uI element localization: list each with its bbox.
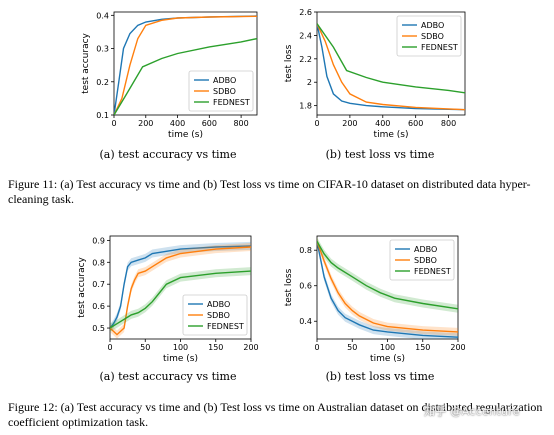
watermark: 知乎 @Accenture	[424, 405, 520, 418]
x-tick-label: 0	[107, 343, 112, 352]
chart-1: 0 200 400 600 800 0.1 0.2 0.3 0.4 time (s) test ac…	[81, 11, 258, 140]
legend: ADBO SDBO FEDNEST	[188, 70, 254, 112]
series-band-fednest	[317, 237, 458, 313]
series-line-sdbo	[114, 15, 257, 115]
x-tick-label: 200	[450, 343, 465, 352]
series-line-fednest	[110, 270, 251, 329]
series-band-sdbo	[110, 243, 251, 339]
x-tick-label: 50	[347, 343, 357, 352]
x-axis-label: time (s)	[374, 130, 409, 140]
x-tick-label: 200	[243, 343, 258, 352]
x-tick-label: 800	[441, 119, 456, 128]
y-tick-label: 0.8	[299, 246, 312, 255]
y-tick-label: 0.9	[92, 236, 105, 245]
x-tick-label: 800	[233, 119, 248, 128]
y-axis-label: test accuracy	[77, 256, 87, 317]
chart-4: 0 50 100 150 200 0.4 0.6 0.8 time (s) test loss AD…	[284, 235, 466, 364]
legend-label-sdbo: SDBO	[414, 256, 437, 265]
series-line-sdbo	[317, 241, 458, 333]
x-tick-label: 600	[408, 119, 423, 128]
series-line-fednest	[317, 240, 458, 310]
y-tick-label: 0.6	[92, 302, 105, 311]
x-axis-label: time (s)	[370, 354, 405, 364]
x-axis-label: time (s)	[168, 130, 203, 140]
chart-3: 0 50 100 150 200 0.5 0.6 0.7 0.8 0.9 time (s) test …	[77, 235, 259, 364]
legend-label-adbo: ADBO	[421, 21, 444, 30]
series-line-fednest	[317, 23, 465, 94]
plot-frame	[316, 11, 466, 116]
x-tick-label: 0	[314, 119, 319, 128]
series-line-adbo	[317, 241, 458, 338]
legend: ADBO SDBO FEDNEST	[182, 294, 248, 336]
legend-label-adbo: ADBO	[207, 300, 230, 309]
y-tick-label: 2.6	[299, 8, 312, 17]
x-tick-label: 50	[140, 343, 150, 352]
plot-frame	[113, 11, 258, 116]
y-axis-label: test accuracy	[81, 32, 91, 93]
legend-box	[182, 294, 248, 336]
legend-label-adbo: ADBO	[213, 76, 236, 85]
series-line-fednest	[114, 37, 257, 115]
fig11b-subcaption: (b) test loss vs time	[326, 148, 435, 161]
series-line-sdbo	[110, 246, 251, 336]
x-tick-label: 100	[173, 343, 188, 352]
legend-box	[396, 15, 462, 57]
y-tick-label: 0.3	[96, 45, 109, 54]
series-band-fednest	[110, 267, 251, 332]
y-tick-label: 0.1	[96, 111, 109, 120]
legend-label-fednest: FEDNEST	[207, 322, 244, 331]
series-line-adbo	[110, 245, 251, 329]
fig12a-subcaption: (a) test accuracy vs time	[99, 370, 236, 383]
x-tick-label: 150	[415, 343, 430, 352]
legend: ADBO SDBO FEDNEST	[396, 15, 462, 57]
y-tick-label: 2	[307, 78, 312, 87]
legend-box	[389, 239, 455, 281]
x-tick-label: 400	[375, 119, 390, 128]
y-tick-label: 0.6	[299, 282, 312, 291]
y-tick-label: 0.4	[96, 11, 109, 20]
x-tick-label: 400	[170, 119, 185, 128]
y-tick-label: 0.7	[92, 280, 105, 289]
x-tick-label: 0	[111, 119, 116, 128]
figure12-caption: Figure 12: (a) Test accuracy vs time and…	[8, 400, 543, 429]
x-tick-label: 100	[380, 343, 395, 352]
x-tick-label: 200	[342, 119, 357, 128]
y-tick-label: 2.2	[299, 55, 312, 64]
fig11a-subcaption: (a) test accuracy vs time	[99, 148, 236, 161]
legend-label-adbo: ADBO	[414, 245, 437, 254]
chart-2: 0 200 400 600 800 1.8 2 2.2 2.4 2.6 time (s) test l…	[284, 8, 466, 140]
legend-label-sdbo: SDBO	[421, 32, 444, 41]
figure11-caption: Figure 11: (a) Test accuracy vs time and…	[8, 177, 531, 206]
legend-label-fednest: FEDNEST	[421, 43, 458, 52]
legend-label-fednest: FEDNEST	[414, 267, 451, 276]
x-tick-label: 600	[202, 119, 217, 128]
legend: ADBO SDBO FEDNEST	[389, 239, 455, 281]
x-tick-label: 150	[208, 343, 223, 352]
y-tick-label: 0.4	[299, 317, 312, 326]
y-axis-label: test loss	[284, 44, 294, 82]
legend-box	[188, 70, 254, 112]
y-tick-label: 2.4	[299, 31, 312, 40]
legend-label-sdbo: SDBO	[207, 311, 230, 320]
legend-label-fednest: FEDNEST	[213, 98, 250, 107]
legend-label-sdbo: SDBO	[213, 87, 236, 96]
y-tick-label: 0.5	[92, 324, 105, 333]
y-axis-label: test loss	[284, 268, 294, 306]
series-line-adbo	[317, 23, 465, 111]
series-line-sdbo	[317, 23, 465, 111]
fig12b-subcaption: (b) test loss vs time	[326, 370, 435, 383]
y-tick-label: 0.8	[92, 258, 105, 267]
y-tick-label: 1.8	[299, 102, 312, 111]
x-axis-label: time (s)	[163, 354, 198, 364]
x-tick-label: 0	[314, 343, 319, 352]
y-tick-label: 0.2	[96, 78, 109, 87]
x-tick-label: 200	[138, 119, 153, 128]
